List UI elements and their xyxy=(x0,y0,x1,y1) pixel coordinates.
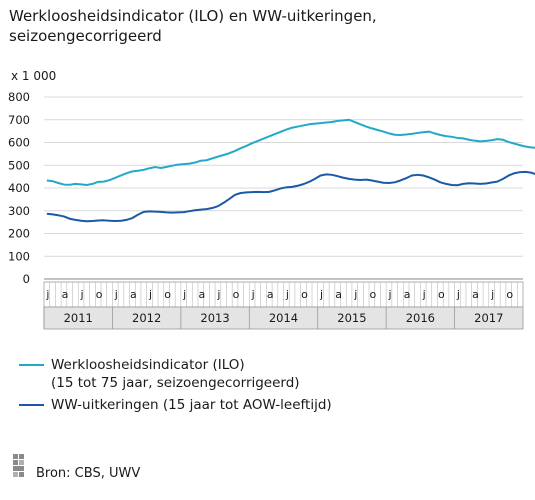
x-tick-label: j xyxy=(148,288,152,301)
source-text: Bron: CBS, UWV xyxy=(36,466,141,481)
x-tick-label: a xyxy=(62,288,69,301)
series-lines xyxy=(46,118,535,223)
x-tick-label: o xyxy=(164,288,171,301)
x-tick-label: o xyxy=(438,288,445,301)
x-tick-label: o xyxy=(96,288,103,301)
x-tick-label: a xyxy=(130,288,137,301)
x-tick-label: j xyxy=(387,288,391,301)
y-axis-unit-label: x 1 000 xyxy=(11,69,57,83)
x-tick-label: a xyxy=(198,288,205,301)
y-tick-label-800: 800 xyxy=(8,90,30,104)
legend-label-ww: WW-uitkeringen (15 jaar tot AOW-leeftijd… xyxy=(51,397,332,413)
chart-title: Werkloosheidsindicator (ILO) en WW-uitke… xyxy=(9,6,377,46)
year-label-2013: 2013 xyxy=(200,311,229,325)
gridlines xyxy=(44,96,523,280)
x-tick-label: j xyxy=(251,288,255,301)
year-label-2012: 2012 xyxy=(132,311,161,325)
x-tick-label: j xyxy=(456,288,460,301)
x-tick-label: o xyxy=(370,288,377,301)
x-tick-label: o xyxy=(506,288,513,301)
year-label-2011: 2011 xyxy=(64,311,93,325)
x-tick-label: j xyxy=(319,288,323,301)
x-tick-label: j xyxy=(182,288,186,301)
series-line-ilo xyxy=(46,118,535,187)
legend-label-ilo: Werkloosheidsindicator (ILO) xyxy=(51,357,245,373)
legend-item-ilo: Werkloosheidsindicator (ILO) (15 tot 75 … xyxy=(19,356,332,392)
legend-swatch-ilo xyxy=(19,364,44,366)
x-tick-label: a xyxy=(472,288,479,301)
legend: Werkloosheidsindicator (ILO) (15 tot 75 … xyxy=(19,356,332,418)
year-label-2015: 2015 xyxy=(337,311,366,325)
y-tick-label-0: 0 xyxy=(23,272,30,286)
x-tick-label: j xyxy=(422,288,426,301)
x-tick-label: j xyxy=(80,288,84,301)
chart-title-line1: Werkloosheidsindicator (ILO) en WW-uitke… xyxy=(9,7,377,25)
y-tick-label-100: 100 xyxy=(8,249,30,263)
y-tick-label-200: 200 xyxy=(8,227,30,241)
y-tick-label-600: 600 xyxy=(8,136,30,150)
x-tick-label: a xyxy=(267,288,274,301)
y-tick-label-500: 500 xyxy=(8,158,30,172)
legend-label-ilo-sub: (15 tot 75 jaar, seizoengecorrigeerd) xyxy=(51,375,300,391)
y-axis-ticks: 0 100 200 300 400 500 600 700 800 xyxy=(8,90,30,286)
cbs-logo-icon xyxy=(13,454,24,477)
x-tick-label: o xyxy=(301,288,308,301)
chart-title-line2: seizoengecorrigeerd xyxy=(9,27,162,45)
x-tick-label: j xyxy=(490,288,494,301)
legend-item-ww: WW-uitkeringen (15 jaar tot AOW-leeftijd… xyxy=(19,396,332,414)
x-tick-label: j xyxy=(285,288,289,301)
x-tick-label: j xyxy=(353,288,357,301)
x-tick-label: j xyxy=(114,288,118,301)
series-line-ww xyxy=(46,170,535,223)
x-tick-label: j xyxy=(45,288,49,301)
y-tick-label-300: 300 xyxy=(8,204,30,218)
x-tick-label: a xyxy=(404,288,411,301)
year-label-2016: 2016 xyxy=(406,311,435,325)
x-tick-label: j xyxy=(216,288,220,301)
x-tick-label: a xyxy=(335,288,342,301)
year-label-2014: 2014 xyxy=(269,311,298,325)
y-tick-label-400: 400 xyxy=(8,181,30,195)
legend-swatch-ww xyxy=(19,404,44,406)
y-tick-label-700: 700 xyxy=(8,113,30,127)
year-label-2017: 2017 xyxy=(474,311,503,325)
x-tick-label: o xyxy=(233,288,240,301)
